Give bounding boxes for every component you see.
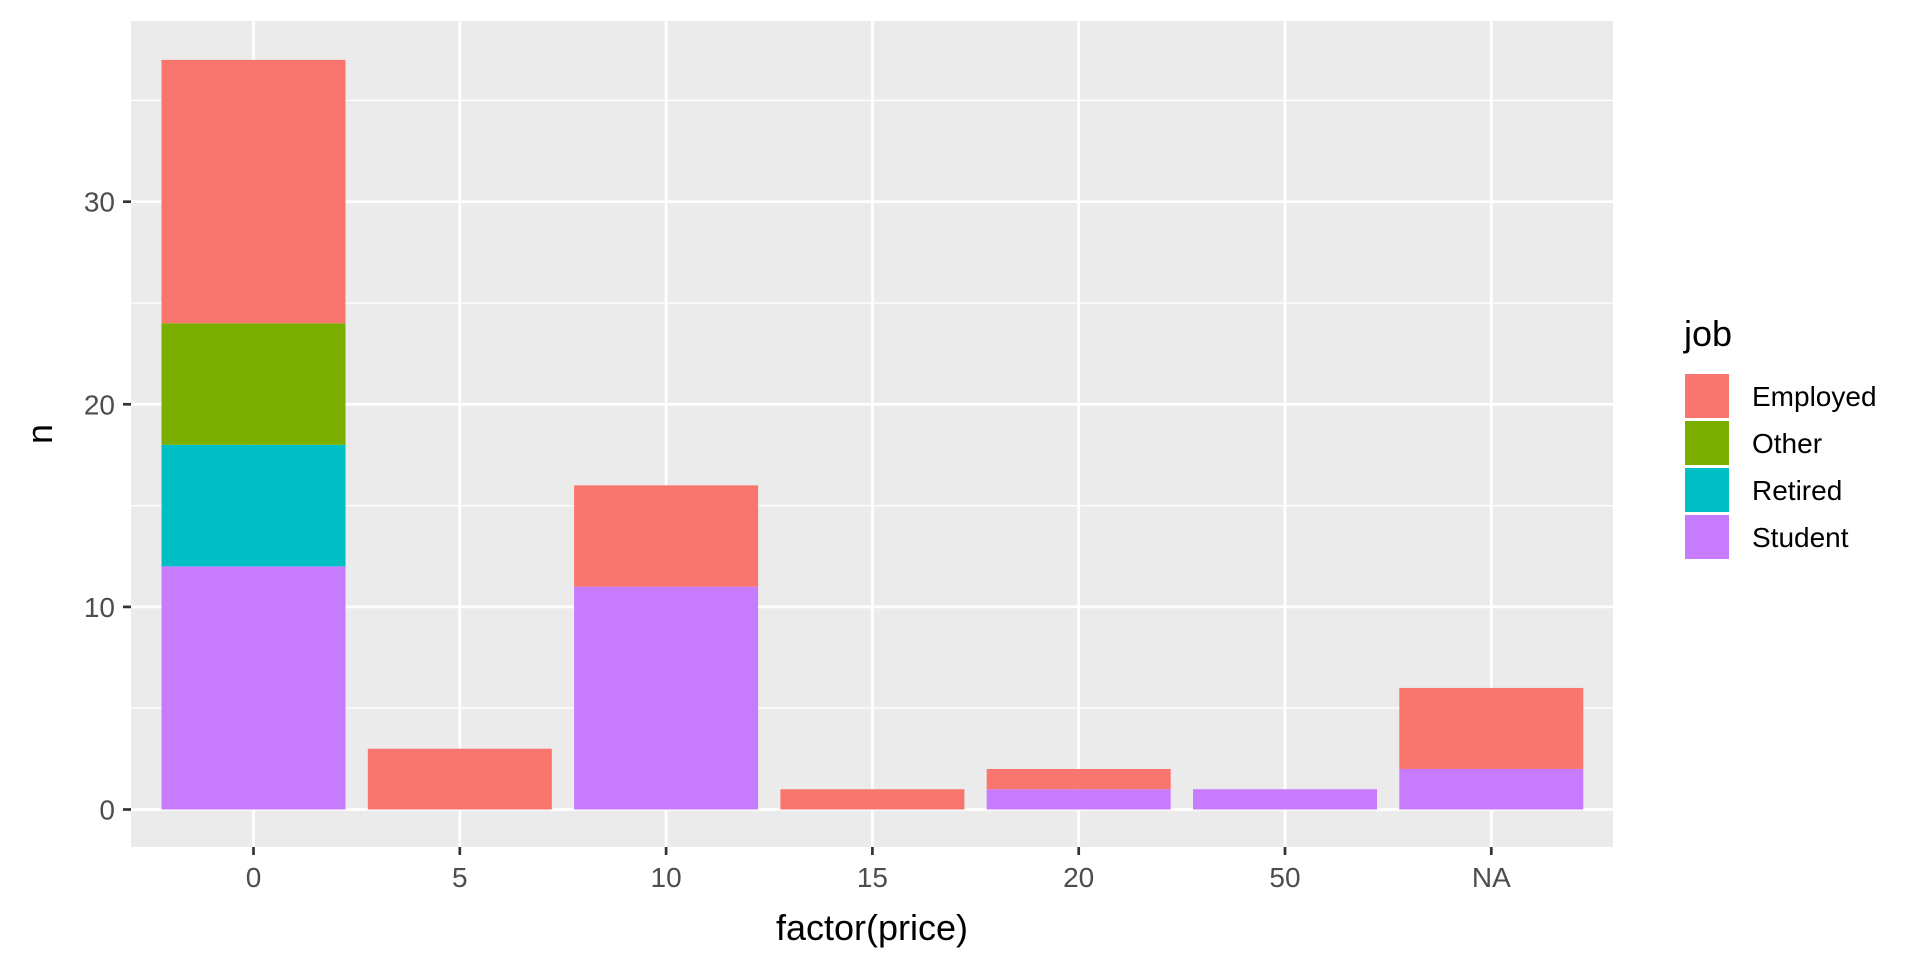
legend-key-retired — [1685, 468, 1729, 512]
x-axis: 0 5 10 15 20 50 NA — [246, 847, 1511, 893]
x-tick-label: NA — [1472, 862, 1511, 893]
legend-key-other — [1685, 421, 1729, 465]
bar-employed-0 — [161, 59, 346, 324]
bar-employed-10 — [574, 485, 759, 587]
x-axis-title: factor(price) — [776, 907, 968, 948]
y-tick-label: 30 — [84, 187, 115, 218]
x-tick-label: 20 — [1063, 862, 1094, 893]
legend-label-student: Student — [1752, 522, 1849, 553]
x-tick-label: 15 — [857, 862, 888, 893]
y-axis-title: n — [19, 424, 60, 444]
legend-label-retired: Retired — [1752, 475, 1842, 506]
bar-student-0 — [161, 566, 346, 810]
legend-key-student — [1685, 515, 1729, 559]
bar-employed-na — [1399, 687, 1584, 769]
bars — [161, 59, 1584, 810]
y-tick-label: 10 — [84, 592, 115, 623]
bar-student-50 — [1193, 789, 1377, 810]
legend: job Employed Other Retired Student — [1683, 313, 1877, 559]
x-tick-label: 0 — [246, 862, 262, 893]
x-tick-label: 50 — [1269, 862, 1300, 893]
bar-other-0 — [161, 323, 346, 445]
bar-employed-5 — [367, 748, 552, 810]
bar-student-10 — [574, 586, 759, 810]
legend-title: job — [1683, 313, 1732, 354]
legend-label-other: Other — [1752, 428, 1822, 459]
legend-label-employed: Employed — [1752, 381, 1877, 412]
bar-retired-0 — [161, 444, 346, 567]
y-axis: 0 10 20 30 — [84, 187, 131, 826]
x-tick-label: 10 — [651, 862, 682, 893]
x-tick-label: 5 — [452, 862, 468, 893]
bar-employed-20 — [986, 768, 1171, 790]
bar-student-na — [1399, 768, 1584, 810]
legend-key-employed — [1685, 374, 1729, 418]
y-tick-label: 0 — [99, 795, 115, 826]
y-tick-label: 20 — [84, 389, 115, 420]
bar-employed-15 — [780, 789, 965, 810]
bar-student-20 — [986, 789, 1171, 810]
